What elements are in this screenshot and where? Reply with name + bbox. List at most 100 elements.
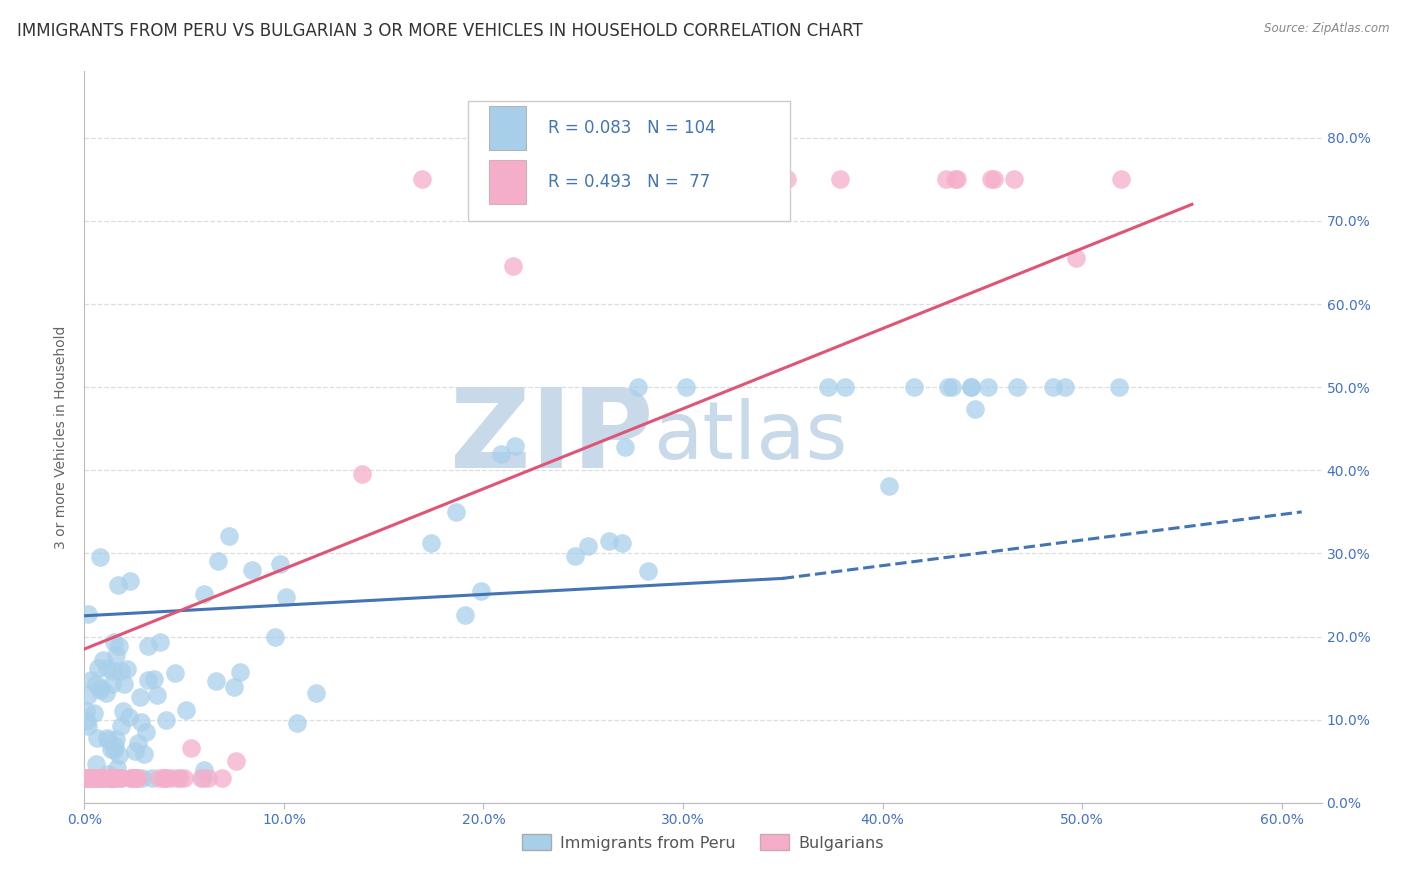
Point [305, 686, 328, 700]
Point [1042, 380, 1064, 394]
Point [125, 771, 148, 785]
Point [96, 731, 118, 746]
Point [564, 549, 586, 564]
Point [613, 440, 636, 454]
Point [637, 564, 659, 578]
Point [76, 771, 98, 785]
Point [86, 771, 108, 785]
Point [77, 771, 100, 785]
Point [76, 771, 98, 785]
Point [124, 771, 146, 785]
Point [943, 172, 966, 186]
Point [77, 607, 100, 621]
Point [77, 771, 100, 785]
Point [83, 771, 105, 785]
Point [612, 536, 634, 550]
Point [263, 630, 285, 644]
Point [834, 380, 856, 394]
Point [211, 771, 233, 785]
Point [240, 563, 263, 577]
Point [205, 674, 228, 689]
Point [963, 402, 986, 417]
Point [903, 380, 925, 394]
Point [228, 665, 250, 680]
Point [817, 380, 839, 394]
Point [91, 771, 114, 785]
Point [80, 673, 103, 688]
Point [160, 771, 183, 785]
Point [118, 771, 141, 785]
Point [100, 771, 122, 785]
Point [980, 172, 1002, 186]
Point [502, 259, 524, 273]
Point [86, 731, 108, 745]
Point [107, 577, 129, 591]
Point [127, 771, 149, 785]
Text: R = 0.083   N = 104: R = 0.083 N = 104 [548, 119, 716, 136]
Point [124, 744, 146, 758]
Point [155, 713, 177, 727]
Point [142, 672, 165, 686]
Point [155, 771, 177, 785]
Point [1007, 380, 1029, 394]
Point [598, 533, 620, 548]
Point [100, 771, 122, 785]
Point [89, 549, 111, 564]
Point [173, 771, 195, 785]
Point [1108, 380, 1130, 394]
Point [97, 733, 120, 747]
Point [105, 648, 128, 663]
Point [983, 172, 1005, 186]
Point [453, 607, 475, 622]
Point [121, 771, 143, 785]
Point [470, 584, 492, 599]
Text: IMMIGRANTS FROM PERU VS BULGARIAN 3 OR MORE VEHICLES IN HOUSEHOLD CORRELATION CH: IMMIGRANTS FROM PERU VS BULGARIAN 3 OR M… [17, 22, 863, 40]
Point [103, 743, 125, 757]
Point [180, 740, 202, 755]
Point [156, 771, 179, 785]
Point [191, 771, 214, 785]
Point [103, 771, 125, 785]
Point [149, 634, 172, 648]
Point [103, 634, 125, 648]
Point [627, 380, 650, 394]
Point [87, 661, 110, 675]
Point [776, 172, 799, 186]
Point [89, 771, 111, 785]
Point [76, 771, 98, 785]
Point [193, 764, 215, 778]
FancyBboxPatch shape [468, 101, 790, 221]
Point [218, 529, 240, 543]
Point [77, 771, 100, 785]
Point [136, 673, 159, 687]
Point [197, 771, 219, 785]
Point [104, 739, 127, 754]
Text: ZIP: ZIP [450, 384, 654, 491]
Point [617, 172, 640, 186]
Point [118, 709, 141, 723]
Point [830, 172, 852, 186]
Point [977, 380, 1000, 394]
Point [411, 172, 433, 186]
FancyBboxPatch shape [489, 106, 526, 150]
Point [152, 771, 174, 785]
Point [138, 639, 160, 653]
Point [110, 665, 132, 679]
Point [946, 172, 969, 186]
Point [222, 680, 245, 694]
Point [90, 681, 112, 695]
Text: Source: ZipAtlas.com: Source: ZipAtlas.com [1264, 22, 1389, 36]
Point [108, 748, 131, 763]
Point [132, 747, 155, 762]
Point [129, 714, 152, 729]
Point [510, 172, 533, 186]
Point [89, 771, 111, 785]
Point [75, 771, 97, 785]
Point [444, 505, 467, 519]
Point [75, 705, 97, 719]
Point [176, 704, 198, 718]
Point [941, 380, 963, 394]
Point [101, 665, 124, 679]
Point [110, 771, 132, 785]
Point [83, 706, 105, 720]
